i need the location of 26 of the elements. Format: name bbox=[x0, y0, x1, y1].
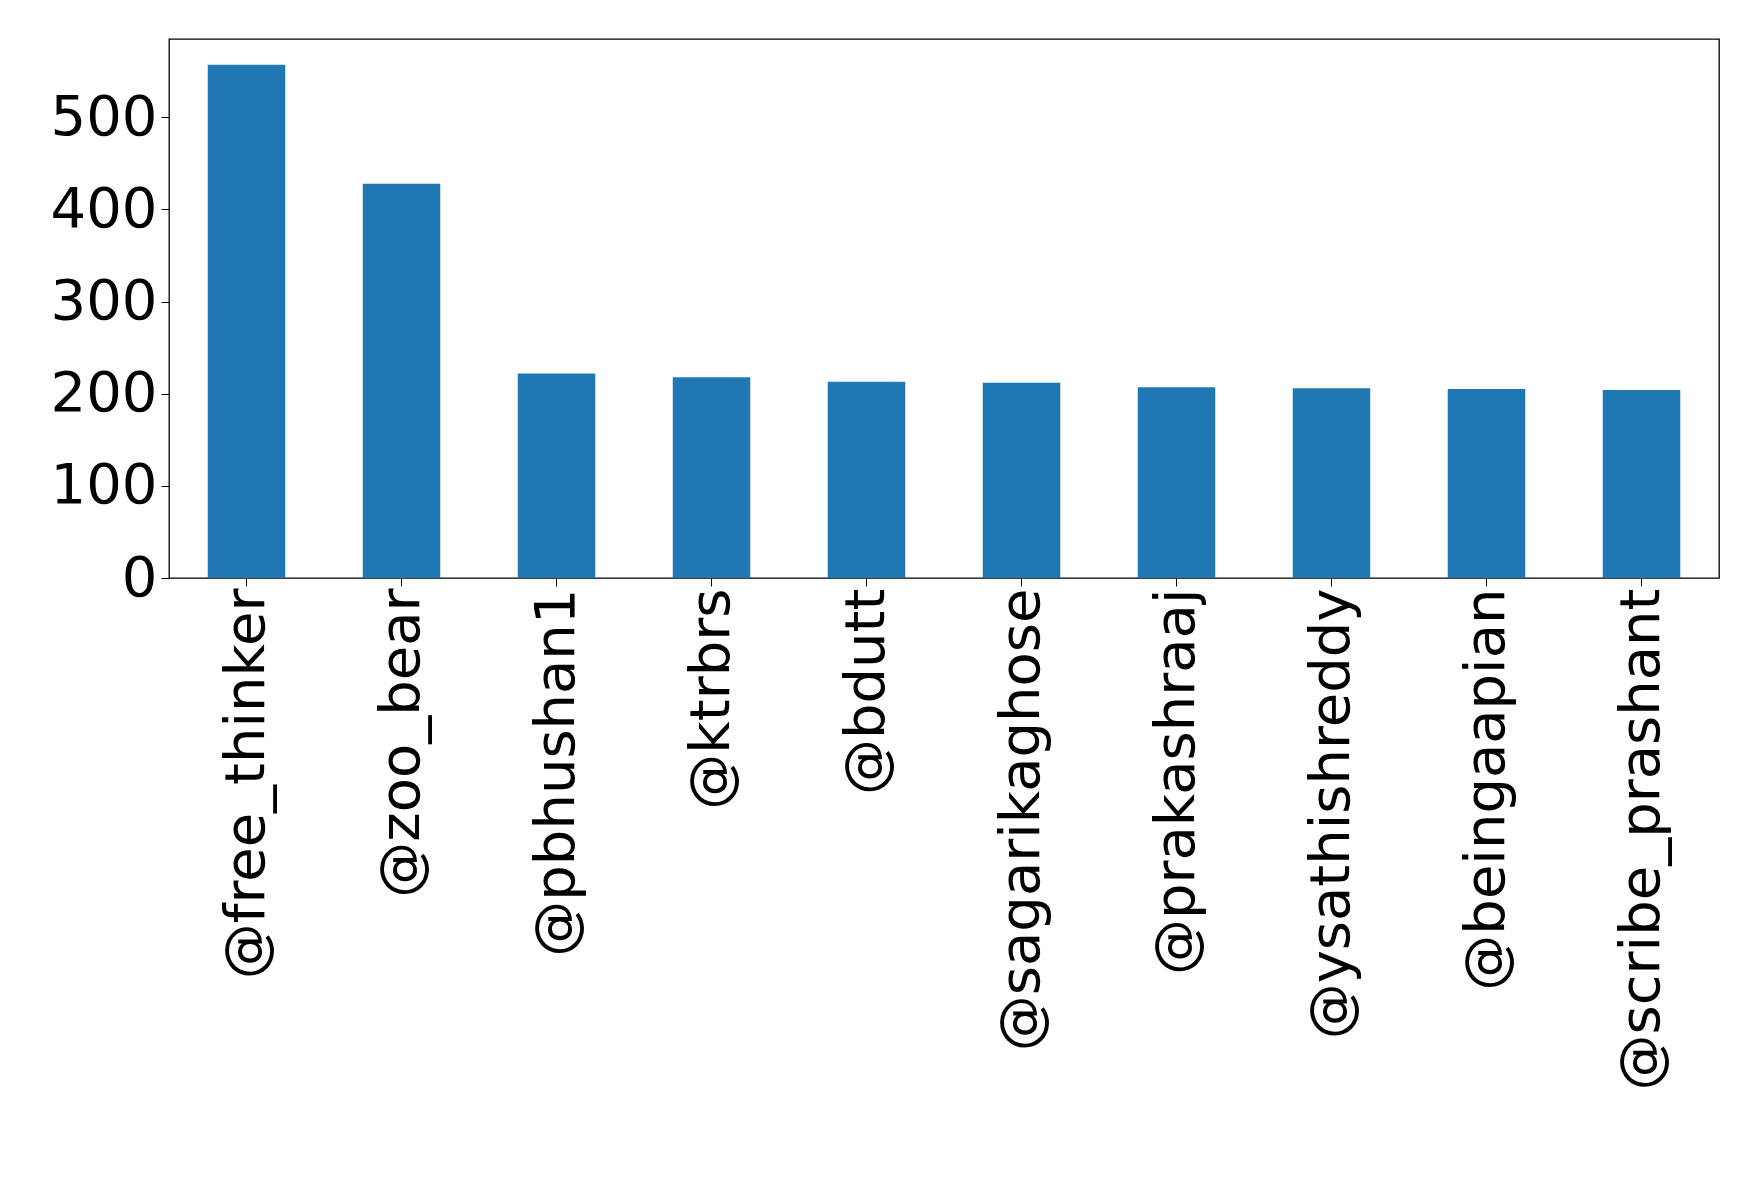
y-tick-label: 0 bbox=[121, 543, 158, 609]
bar bbox=[207, 64, 286, 578]
bar bbox=[672, 377, 751, 578]
x-tick-label: @scribe_prashant bbox=[1606, 588, 1672, 1091]
x-tick-label: @ktrbrs bbox=[676, 588, 742, 810]
y-tick-label: 400 bbox=[50, 174, 158, 240]
x-tick-label: @free_thinker bbox=[211, 587, 277, 980]
x-tick-label: @zoo_bear bbox=[366, 587, 432, 898]
bar bbox=[1137, 387, 1216, 578]
bar bbox=[1292, 388, 1371, 578]
y-tick-label: 200 bbox=[50, 359, 158, 425]
x-tick-label: @ysathishreddy bbox=[1296, 588, 1362, 1040]
bar bbox=[1447, 389, 1526, 578]
bar bbox=[362, 183, 441, 578]
bar bbox=[517, 373, 596, 578]
y-tick-label: 100 bbox=[50, 451, 158, 517]
x-tick-label: @pbhushan1 bbox=[521, 588, 587, 957]
x-tick-label: @beingaapian bbox=[1451, 588, 1517, 991]
bar bbox=[1602, 390, 1681, 578]
x-tick-label: @prakashraaj bbox=[1141, 588, 1207, 976]
x-tick-label: @bdutt bbox=[831, 588, 897, 795]
x-tick-label: @sagarikaghose bbox=[986, 588, 1052, 1052]
y-tick-label: 500 bbox=[50, 82, 158, 148]
bar bbox=[982, 382, 1061, 578]
bar bbox=[827, 381, 906, 578]
y-tick-label: 300 bbox=[50, 267, 158, 333]
